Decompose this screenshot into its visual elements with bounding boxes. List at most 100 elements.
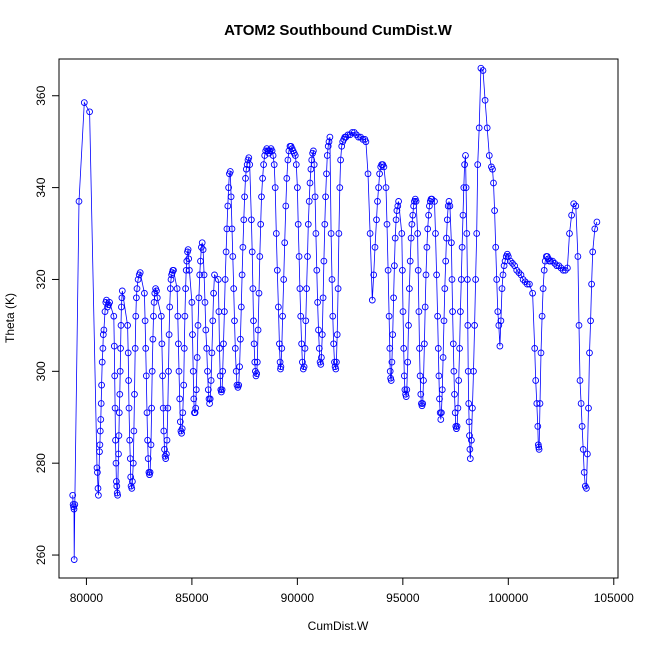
data-point bbox=[96, 448, 103, 456]
data-point bbox=[335, 230, 343, 237]
data-point bbox=[180, 381, 188, 389]
data-point bbox=[204, 367, 211, 375]
data-point bbox=[240, 216, 248, 224]
data-point bbox=[129, 478, 136, 485]
data-point bbox=[577, 400, 585, 407]
data-point bbox=[222, 248, 230, 256]
data-point bbox=[98, 381, 105, 389]
data-point bbox=[260, 161, 267, 168]
data-point bbox=[206, 395, 214, 403]
data-point bbox=[113, 478, 120, 485]
data-point bbox=[271, 184, 279, 191]
data-point bbox=[526, 280, 533, 288]
data-point bbox=[404, 358, 412, 366]
data-point bbox=[321, 220, 329, 228]
data-point bbox=[434, 345, 442, 352]
data-point bbox=[226, 168, 234, 175]
data-point bbox=[228, 225, 236, 233]
data-point bbox=[382, 184, 390, 191]
data-point bbox=[189, 331, 196, 338]
data-point bbox=[535, 446, 543, 453]
data-point bbox=[450, 367, 458, 375]
x-axis: 80000 85000 90000 95000 100000 105000 bbox=[70, 577, 634, 605]
data-point bbox=[118, 287, 126, 295]
data-point bbox=[197, 257, 204, 265]
data-point bbox=[489, 165, 496, 173]
data-point bbox=[220, 340, 227, 348]
data-point bbox=[312, 230, 320, 237]
data-point bbox=[253, 370, 261, 377]
data-point bbox=[255, 289, 263, 297]
y-tick-label: 320 bbox=[34, 269, 48, 289]
data-point bbox=[474, 161, 482, 168]
data-point bbox=[515, 269, 523, 276]
data-point bbox=[150, 299, 158, 306]
data-point bbox=[163, 450, 170, 458]
data-point bbox=[523, 280, 531, 288]
data-point bbox=[150, 312, 157, 320]
data-point bbox=[296, 285, 304, 292]
data-point bbox=[331, 358, 338, 366]
data-point bbox=[115, 409, 123, 417]
data-point bbox=[229, 253, 237, 260]
data-point bbox=[433, 271, 440, 279]
data-point bbox=[465, 418, 473, 426]
data-point bbox=[163, 436, 171, 444]
data-point bbox=[466, 432, 473, 439]
data-point bbox=[479, 67, 487, 74]
data-point bbox=[272, 230, 280, 237]
data-point bbox=[96, 427, 104, 435]
data-point bbox=[160, 427, 168, 435]
data-point bbox=[278, 345, 286, 352]
data-point bbox=[115, 432, 123, 439]
data-point bbox=[588, 280, 595, 288]
data-point bbox=[273, 266, 281, 274]
data-point bbox=[568, 211, 575, 219]
data-point bbox=[455, 377, 463, 384]
data-point bbox=[111, 404, 119, 412]
data-point bbox=[436, 395, 443, 403]
data-point bbox=[162, 455, 170, 462]
data-point bbox=[292, 161, 300, 168]
data-point bbox=[507, 257, 514, 265]
data-point bbox=[113, 489, 121, 497]
data-point bbox=[327, 230, 335, 237]
data-point bbox=[110, 342, 118, 350]
data-point bbox=[190, 395, 198, 403]
data-point bbox=[256, 253, 264, 260]
data-point bbox=[195, 294, 203, 302]
data-point bbox=[191, 409, 199, 417]
data-point bbox=[324, 142, 332, 150]
data-point bbox=[498, 285, 506, 292]
data-point bbox=[587, 317, 594, 325]
data-point bbox=[307, 165, 315, 173]
data-point bbox=[323, 152, 331, 159]
data-point bbox=[142, 372, 150, 380]
data-point bbox=[333, 331, 341, 338]
data-point bbox=[126, 436, 134, 444]
data-point bbox=[338, 142, 346, 150]
data-point bbox=[136, 269, 144, 276]
data-point bbox=[207, 377, 215, 384]
data-point bbox=[536, 400, 544, 407]
x-tick-label: 85000 bbox=[175, 591, 209, 605]
data-point bbox=[189, 367, 197, 375]
data-point bbox=[305, 198, 313, 205]
data-point bbox=[519, 276, 527, 283]
data-point bbox=[277, 363, 285, 371]
data-point bbox=[399, 308, 407, 315]
data-point bbox=[242, 175, 249, 182]
data-point bbox=[257, 220, 265, 228]
data-point bbox=[435, 372, 443, 380]
data-point bbox=[337, 156, 344, 164]
data-point bbox=[221, 276, 229, 283]
data-point bbox=[277, 365, 284, 373]
data-point bbox=[420, 377, 427, 384]
data-point bbox=[202, 326, 210, 334]
data-point bbox=[575, 322, 583, 329]
data-point bbox=[86, 108, 93, 116]
data-point bbox=[313, 266, 321, 274]
data-point bbox=[414, 230, 421, 237]
data-point bbox=[576, 377, 584, 384]
data-point bbox=[328, 276, 336, 283]
